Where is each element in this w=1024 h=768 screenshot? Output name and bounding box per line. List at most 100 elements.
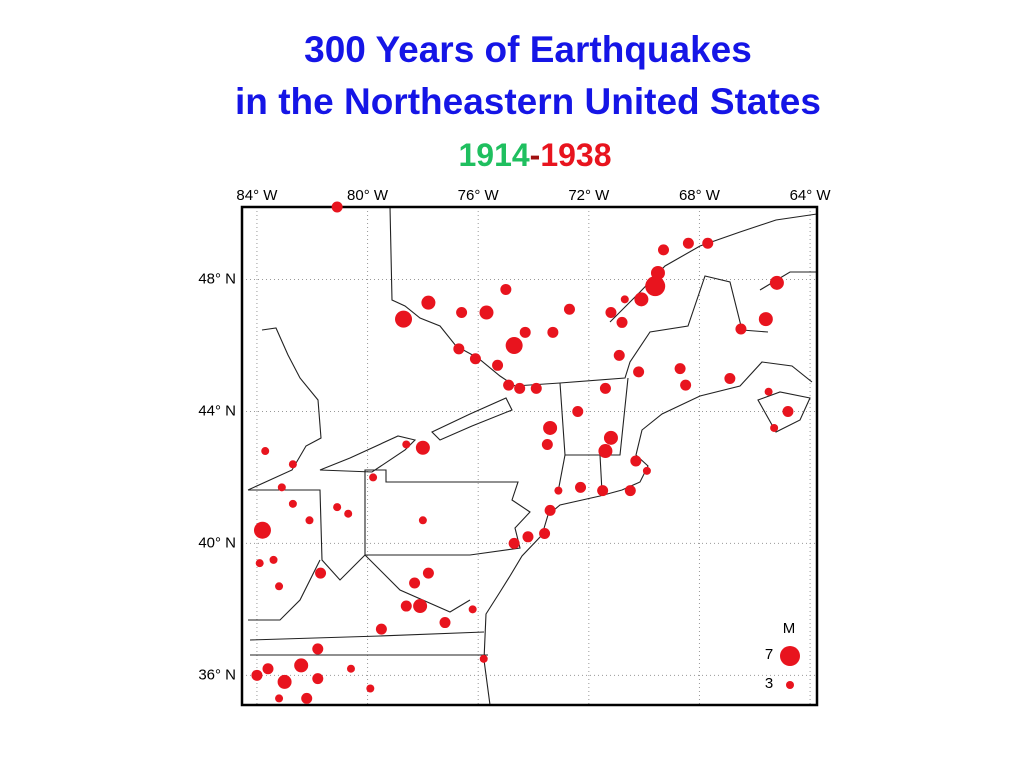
state-border bbox=[248, 489, 366, 621]
state-border bbox=[249, 554, 488, 656]
coastline bbox=[541, 361, 813, 536]
earthquake bbox=[758, 312, 773, 327]
earthquake bbox=[288, 460, 297, 469]
earthquake bbox=[541, 438, 553, 450]
earthquake bbox=[572, 405, 584, 417]
title-line: 300 Years of Earthquakes bbox=[304, 29, 752, 70]
earthquake bbox=[598, 444, 613, 459]
period: 1914-1938 bbox=[458, 137, 611, 173]
earthquake bbox=[479, 654, 488, 663]
earthquake bbox=[255, 559, 264, 568]
earthquake bbox=[544, 504, 556, 516]
title-line: in the Northeastern United States bbox=[235, 81, 821, 122]
coastline bbox=[609, 213, 817, 323]
earthquake bbox=[402, 440, 411, 449]
period-part: - bbox=[530, 137, 541, 173]
earthquake bbox=[505, 337, 523, 355]
earthquake bbox=[597, 485, 609, 497]
legend-label: 7 bbox=[765, 646, 773, 663]
earthquake bbox=[439, 617, 451, 629]
earthquake bbox=[547, 326, 559, 338]
x-tick-label: 84° W bbox=[236, 187, 278, 204]
legend-label: 3 bbox=[765, 675, 773, 692]
coastline bbox=[483, 534, 543, 705]
earthquake bbox=[346, 664, 355, 673]
earthquake bbox=[251, 669, 263, 681]
x-tick-label: 68° W bbox=[679, 187, 721, 204]
legend-title: M bbox=[783, 620, 796, 637]
earthquake bbox=[603, 430, 618, 445]
title: 300 Years of Earthquakes in the Northeast… bbox=[235, 29, 821, 122]
earthquake bbox=[620, 295, 629, 304]
earthquake bbox=[375, 623, 387, 635]
earthquake bbox=[312, 673, 324, 685]
border bbox=[514, 275, 769, 387]
coastline bbox=[759, 271, 817, 291]
earthquake bbox=[624, 485, 636, 497]
grid bbox=[242, 207, 817, 705]
y-tick-label: 48° N bbox=[198, 271, 236, 288]
earthquake bbox=[492, 359, 504, 371]
earthquake bbox=[530, 382, 542, 394]
earthquake bbox=[500, 283, 512, 295]
earthquake bbox=[344, 509, 353, 518]
earthquake bbox=[616, 316, 628, 328]
earthquake bbox=[682, 237, 694, 249]
earthquake bbox=[413, 599, 428, 614]
earthquake bbox=[312, 643, 324, 655]
earthquake bbox=[409, 577, 421, 589]
earthquake bbox=[275, 582, 284, 591]
earthquake bbox=[764, 387, 773, 396]
earthquake bbox=[468, 605, 477, 614]
earthquake bbox=[539, 528, 551, 540]
earthquake bbox=[554, 486, 563, 495]
earthquake bbox=[770, 423, 779, 432]
earthquake bbox=[288, 499, 297, 508]
earthquake bbox=[503, 379, 515, 391]
x-tick-label: 80° W bbox=[347, 187, 389, 204]
coastline bbox=[247, 327, 322, 491]
earthquake bbox=[421, 295, 436, 310]
period-part: 1938 bbox=[540, 137, 611, 173]
earthquake bbox=[674, 363, 686, 375]
earthquake bbox=[605, 307, 617, 319]
legend-marker bbox=[786, 681, 794, 689]
period-part: 1914 bbox=[458, 137, 529, 173]
earthquake bbox=[301, 692, 313, 704]
earthquake bbox=[522, 531, 534, 543]
earthquake bbox=[422, 567, 434, 579]
lake-shore bbox=[389, 207, 516, 387]
earthquake bbox=[294, 658, 309, 673]
earthquakes bbox=[251, 201, 794, 704]
earthquake bbox=[702, 237, 714, 249]
earthquake bbox=[305, 516, 314, 525]
earthquake bbox=[469, 353, 481, 365]
earthquake bbox=[418, 516, 427, 525]
earthquake bbox=[724, 372, 736, 384]
earthquake bbox=[315, 567, 327, 579]
earthquake bbox=[253, 521, 271, 539]
y-tick-label: 44° N bbox=[198, 402, 236, 419]
earthquake bbox=[514, 382, 526, 394]
earthquake bbox=[261, 447, 270, 456]
state-border bbox=[364, 469, 531, 556]
legend: M7 3 bbox=[765, 620, 800, 692]
earthquake bbox=[735, 323, 747, 335]
y-tick-label: 40° N bbox=[198, 534, 236, 551]
earthquake bbox=[333, 503, 342, 512]
ticks: 84° W 80° W 76° W 72° W 68° W 64° W 48° N 44° N… bbox=[198, 187, 831, 683]
earthquake bbox=[479, 305, 494, 320]
earthquake bbox=[400, 600, 412, 612]
earthquake bbox=[633, 366, 645, 378]
earthquake bbox=[658, 244, 670, 256]
x-tick-label: 72° W bbox=[568, 187, 610, 204]
earthquake bbox=[262, 663, 274, 675]
earthquake bbox=[456, 307, 468, 319]
earthquake bbox=[642, 466, 651, 475]
earthquake bbox=[277, 674, 292, 689]
earthquake bbox=[563, 303, 575, 315]
earthquake bbox=[519, 326, 531, 338]
earthquake bbox=[453, 343, 465, 355]
earthquake bbox=[645, 276, 666, 297]
earthquake bbox=[680, 379, 692, 391]
